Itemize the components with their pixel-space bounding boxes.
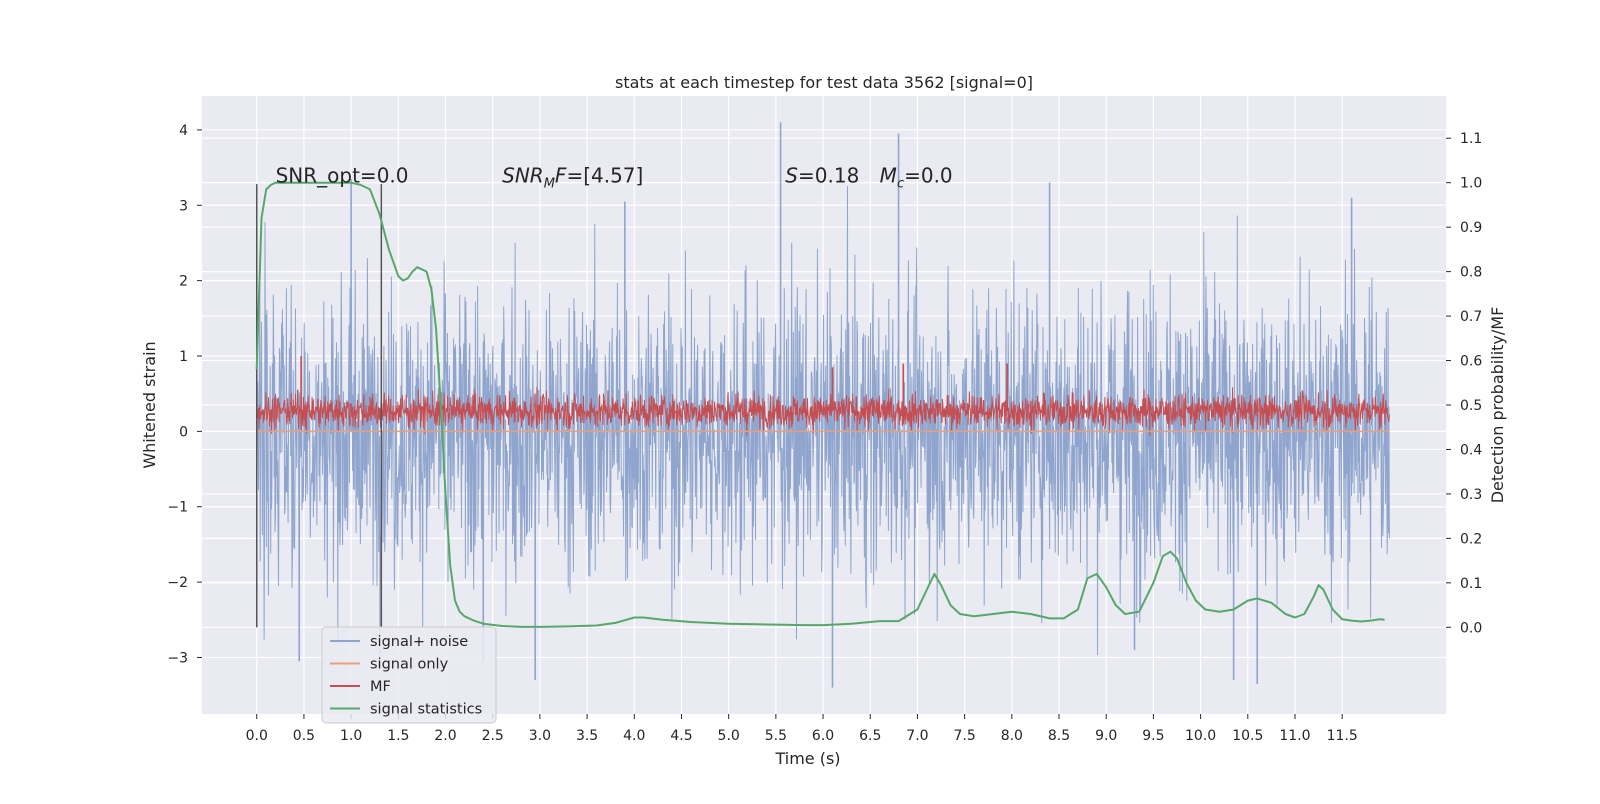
x-tick-label: 5.5 — [765, 728, 787, 744]
legend-label: MF — [370, 679, 391, 695]
legend: signal+ noise signal only MF signal statist… — [321, 626, 497, 724]
x-tick-label: 8.5 — [1048, 728, 1070, 744]
x-tick-label: 11.5 — [1327, 728, 1358, 744]
annotation: Mc=0.0 — [880, 164, 953, 192]
vertical-markers — [255, 184, 383, 628]
x-tick-label: 6.5 — [859, 728, 881, 744]
y-tick-label-right: 0.9 — [1460, 220, 1482, 236]
legend-label: signal statistics — [370, 702, 482, 718]
y-tick-label: −1 — [167, 500, 188, 516]
y-tick-label: 4 — [179, 123, 188, 139]
y-tick-label-right: 0.1 — [1460, 576, 1482, 592]
x-tick-label: 1.5 — [387, 728, 409, 744]
x-tick-label: 1.0 — [340, 728, 362, 744]
series-line — [256, 386, 1390, 437]
y-tick-label-right: 0.5 — [1460, 398, 1482, 414]
annotation: SNR_opt=0.0 — [276, 164, 409, 188]
y-tick-label: 0 — [179, 424, 188, 440]
x-tick-label: 11.0 — [1279, 728, 1310, 744]
y-tick-label-right: 0.6 — [1460, 354, 1482, 370]
y-tick-label-right: 0.7 — [1460, 309, 1482, 325]
series-signal-statistics — [255, 181, 1385, 628]
x-tick-label: 7.5 — [954, 728, 976, 744]
x-tick-label: 7.0 — [906, 728, 928, 744]
y-tick-label-right: 1.0 — [1460, 176, 1482, 192]
y-tick-label-right: 0.8 — [1460, 265, 1482, 281]
x-tick-label: 8.0 — [1001, 728, 1023, 744]
x-tick-label: 9.5 — [1142, 728, 1164, 744]
x-tick-label: 4.0 — [623, 728, 645, 744]
y-tick-label: 3 — [179, 198, 188, 214]
y-axis-label-right: Detection probability/MF — [1488, 307, 1507, 504]
x-tick-label: 3.5 — [576, 728, 598, 744]
series-line — [255, 181, 1385, 628]
x-tick-label: 10.0 — [1185, 728, 1216, 744]
x-tick-label: 6.0 — [812, 728, 834, 744]
x-tick-label: 5.0 — [718, 728, 740, 744]
x-tick-label: 3.0 — [529, 728, 551, 744]
y-axis-label: Whitened strain — [140, 341, 159, 468]
annotation: SNRMF=[4.57] — [502, 164, 643, 192]
annotation: S=0.18 — [785, 164, 859, 188]
x-tick-label: 2.5 — [482, 728, 504, 744]
y-tick-label: −2 — [167, 575, 188, 591]
x-axis-label: Time (s) — [774, 749, 840, 768]
legend-label: signal only — [370, 657, 449, 673]
x-tick-label: 0.5 — [293, 728, 315, 744]
y-tick-label: −3 — [167, 650, 188, 666]
series-line — [256, 185, 1390, 661]
y-tick-label-right: 0.0 — [1460, 620, 1482, 636]
x-tick-label: 2.0 — [434, 728, 456, 744]
y-tick-label-right: 0.2 — [1460, 531, 1482, 547]
chart-title: stats at each timestep for test data 356… — [615, 73, 1033, 92]
x-tick-label: 4.5 — [670, 728, 692, 744]
x-tick-label: 10.5 — [1232, 728, 1263, 744]
y-tick-label: 1 — [179, 349, 188, 365]
series-signal-noise — [256, 122, 1390, 688]
y-tick-label-right: 0.3 — [1460, 487, 1482, 503]
legend-box — [321, 626, 497, 724]
x-tick-label: 9.0 — [1095, 728, 1117, 744]
y-tick-label: 2 — [179, 274, 188, 290]
axes: 0.0 0.5 1.0 1.5 2.0 2.5 3.0 3.5 4.0 4.5 5.0 5.5 6.0 6… — [167, 123, 1482, 744]
y-tick-label-right: 1.1 — [1460, 131, 1482, 147]
x-tick-label: 0.0 — [246, 728, 268, 744]
legend-label: signal+ noise — [370, 634, 468, 650]
annotations: SNR_opt=0.0 SNRMF=[4.57] S=0.18 Mc=0.0 — [276, 164, 953, 192]
y-tick-label-right: 0.4 — [1460, 442, 1482, 458]
series-mf — [256, 356, 1390, 437]
